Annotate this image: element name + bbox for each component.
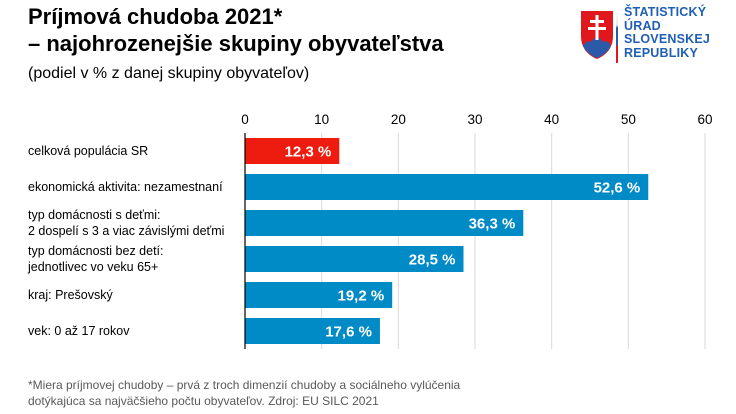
category-label-line: 2 dospelí s 3 a viac závislými deťmi: [28, 224, 225, 238]
category-label-line: kraj: Prešovský: [28, 288, 113, 302]
category-label-line: typ domácnosti bez detí:: [28, 244, 164, 258]
footnote-line1: *Miera príjmovej chudoby – prvá z troch …: [28, 378, 461, 392]
footnote: *Miera príjmovej chudoby – prvá z troch …: [28, 377, 460, 409]
data-label: 12,3 %: [285, 144, 332, 161]
bar: [245, 210, 524, 236]
category-label: celková populácia SR: [28, 143, 148, 159]
logo-line: ÚRAD: [624, 18, 661, 33]
category-label-line: typ domácnosti s deťmi:: [28, 208, 161, 222]
category-label-line: jednotlivec vo veku 65+: [28, 260, 159, 274]
category-label: typ domácnosti s deťmi: 2 dospelí s 3 a v…: [28, 207, 224, 239]
category-label: typ domácnosti bez detí: jednotlivec vo v…: [28, 243, 164, 275]
data-label: 19,2 %: [337, 288, 384, 305]
x-tick-label: 30: [467, 112, 482, 127]
chart-subtitle: (podiel v % z danej skupiny obyvateľov): [28, 65, 310, 82]
bar: [245, 246, 464, 272]
chart-title-line2: – najohrozenejšie skupiny obyvateľstva: [28, 31, 444, 56]
data-label: 52,6 %: [594, 180, 641, 197]
x-tick-label: 0: [241, 112, 249, 127]
data-label: 36,3 %: [469, 216, 516, 233]
bar: [245, 138, 340, 164]
slovak-coat-of-arms-icon: [581, 11, 613, 59]
bar: [245, 282, 393, 308]
data-label: 17,6 %: [325, 324, 372, 341]
x-tick-label: 10: [314, 112, 329, 127]
statistical-office-logo: ŠTATISTICKÝ ÚRAD SLOVENSKEJ REPUBLIKY: [580, 5, 730, 66]
category-label: kraj: Prešovský: [28, 287, 113, 303]
logo-line: SLOVENSKEJ: [624, 32, 711, 46]
logo-text: ŠTATISTICKÝ ÚRAD SLOVENSKEJ REPUBLIKY: [624, 5, 711, 60]
category-label-line: vek: 0 až 17 rokov: [28, 324, 130, 338]
chart-title-line1: Príjmová chudoba 2021*: [28, 4, 283, 29]
x-tick-label: 60: [697, 112, 712, 127]
category-label-line: celková populácia SR: [28, 144, 149, 158]
x-tick-label: 40: [544, 112, 559, 127]
logo-line: ŠTATISTICKÝ: [624, 5, 707, 19]
logo-divider: [616, 9, 618, 63]
bar: [245, 174, 649, 200]
logo-line: REPUBLIKY: [624, 45, 699, 60]
chart-title: Príjmová chudoba 2021* – najohrozenejšie…: [28, 3, 444, 57]
footnote-line2: dotýkajúca sa najväčšieho počtu obyvateľ…: [28, 394, 379, 408]
category-label-line: ekonomická aktivita: nezamestnaní: [28, 180, 223, 194]
x-tick-label: 50: [621, 112, 636, 127]
x-tick-label: 20: [391, 112, 406, 127]
category-label: ekonomická aktivita: nezamestnaní: [28, 179, 223, 195]
bar: [245, 318, 380, 344]
category-label: vek: 0 až 17 rokov: [28, 323, 129, 339]
data-label: 28,5 %: [409, 252, 456, 269]
